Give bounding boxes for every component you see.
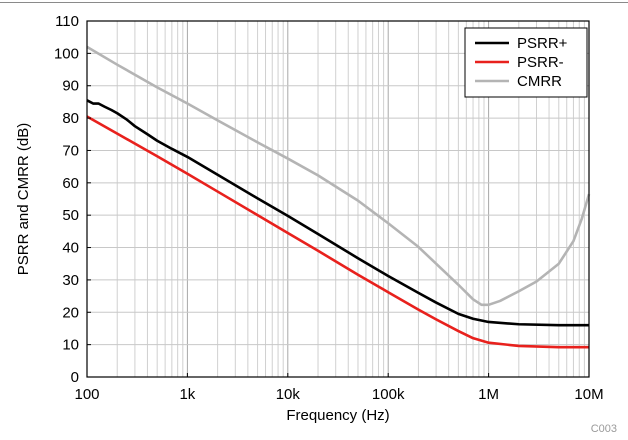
y-tick-label: 50 xyxy=(62,207,79,224)
legend-label: PSRR- xyxy=(517,54,564,71)
figure-code-label: C003 xyxy=(591,423,617,435)
series-lines xyxy=(86,45,591,349)
x-tick-label: 1M xyxy=(478,386,499,403)
x-tick-label: 1k xyxy=(179,386,195,403)
x-tick-label: 10k xyxy=(276,386,301,403)
legend: PSRR+ PSRR- CMRR xyxy=(464,27,588,98)
y-tick-label: 20 xyxy=(62,304,79,321)
y-tick-label: 70 xyxy=(62,142,79,159)
y-tick-label: 0 xyxy=(71,369,79,386)
y-tick-label: 100 xyxy=(54,45,79,62)
y-tick-label: 60 xyxy=(62,175,79,192)
grid-lines xyxy=(87,21,589,377)
series-line-psrr- xyxy=(86,99,589,327)
y-tick-label: 40 xyxy=(62,240,79,257)
legend-label: PSRR+ xyxy=(517,35,568,52)
plot-frame xyxy=(86,20,590,378)
y-tick-label: 80 xyxy=(62,110,79,127)
y-axis-title: PSRR and CMRR (dB) xyxy=(15,123,32,276)
y-tick-label: 10 xyxy=(62,337,79,354)
x-tick-label: 100 xyxy=(74,386,99,403)
y-tick-label: 30 xyxy=(62,272,79,289)
x-tick-label: 10M xyxy=(574,386,603,403)
series-line-psrr- xyxy=(86,115,589,349)
series-line-cmrr xyxy=(86,45,591,307)
top-border-line xyxy=(0,2,628,3)
x-axis-title: Frequency (Hz) xyxy=(286,407,389,424)
y-tick-label: 110 xyxy=(55,13,79,30)
x-tick-label: 100k xyxy=(372,386,405,403)
legend-label: CMRR xyxy=(517,73,562,90)
y-tick-label: 90 xyxy=(62,78,79,95)
axis-ticks: 0 10 20 30 40 50 60 70 80 90 100 110 100 1k 10k 100k 1M 1… xyxy=(54,13,604,403)
